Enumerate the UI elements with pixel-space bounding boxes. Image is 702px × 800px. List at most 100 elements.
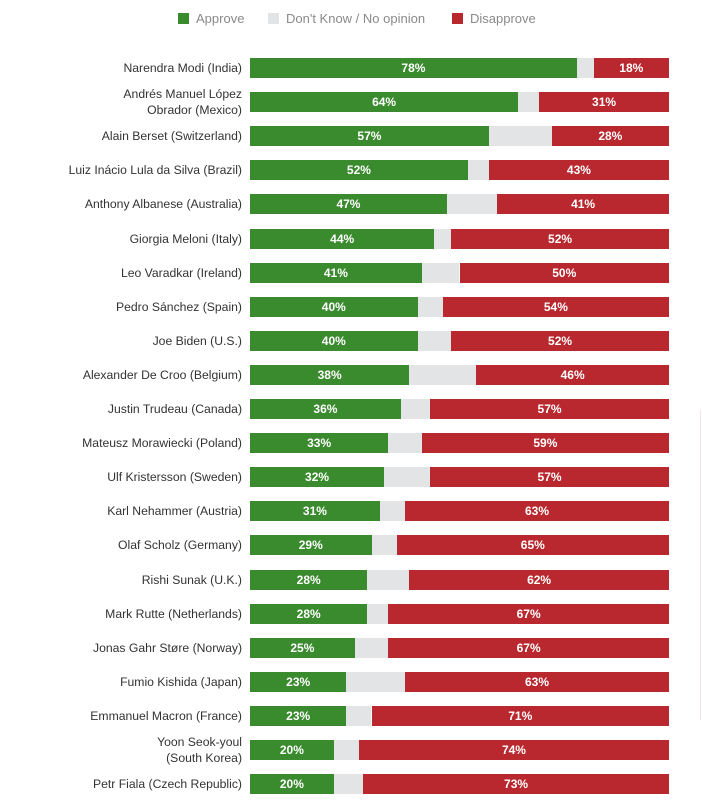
row-label-line: Andrés Manuel López — [123, 87, 242, 102]
value-label-approve: 33% — [307, 436, 332, 451]
bar-approve — [250, 126, 489, 147]
bar-disapprove — [388, 637, 669, 658]
value-label-disapprove: 67% — [516, 640, 541, 655]
value-label-disapprove: 46% — [560, 367, 585, 382]
bar-disapprove — [358, 740, 669, 760]
legend-label-dont-know: Don't Know / No opinion — [286, 10, 426, 26]
row-label: Alain Berset (Switzerland) — [12, 128, 242, 144]
legend-swatch-disapprove — [452, 12, 463, 24]
value-label-approve: 57% — [357, 129, 382, 144]
legend-swatch-dont-know — [268, 12, 279, 24]
bar-approve — [250, 160, 468, 181]
row-label: Ulf Kristersson (Sweden) — [12, 469, 242, 485]
value-label-approve: 29% — [298, 538, 323, 553]
bar-disapprove — [539, 92, 669, 113]
bar-dont-know — [388, 433, 422, 454]
value-label-disapprove: 41% — [571, 197, 596, 212]
row-label: Luiz Inácio Lula da Silva (Brazil) — [12, 162, 242, 178]
bar-dont-know — [467, 160, 489, 181]
bar-dont-know — [371, 535, 397, 556]
row-label-line: Giorgia Meloni (Italy) — [129, 231, 242, 246]
bar-dont-know — [333, 740, 359, 760]
row-label: Mark Rutte (Netherlands) — [12, 606, 242, 622]
bar-approve — [250, 637, 355, 658]
value-label-approve: 38% — [317, 367, 342, 382]
bar-approve — [250, 194, 447, 215]
value-label-disapprove: 43% — [566, 163, 591, 178]
legend-item-dont-know: Don't Know / No opinion — [268, 9, 425, 27]
row-label-line: Mateusz Morawiecki (Poland) — [82, 436, 242, 451]
row-label: Justin Trudeau (Canada) — [12, 401, 242, 417]
bar-dont-know — [379, 501, 405, 522]
value-label-disapprove: 71% — [508, 708, 533, 723]
bar-dont-know — [434, 228, 452, 249]
row-label-line: Rishi Sunak (U.K.) — [141, 572, 242, 587]
bar-approve — [250, 296, 418, 317]
value-label-disapprove: 62% — [527, 572, 552, 587]
value-label-approve: 25% — [290, 640, 315, 655]
bar-dont-know — [409, 364, 477, 385]
row-label-line: Emmanuel Macron (France) — [90, 708, 242, 723]
bar-disapprove — [363, 774, 669, 795]
bar-dont-know — [384, 467, 431, 488]
row-label-line: (South Korea) — [166, 751, 242, 765]
bar-dont-know — [333, 774, 364, 795]
legend-label-approve: Approve — [196, 10, 245, 26]
row-label: Yoon Seok-youl (South Korea) — [12, 734, 242, 766]
value-label-approve: 32% — [305, 470, 330, 485]
value-label-approve: 28% — [296, 606, 321, 621]
legend-item-disapprove: Disapprove — [452, 9, 536, 27]
bar-approve — [250, 364, 410, 385]
bar-dont-know — [417, 330, 452, 351]
bar-approve — [250, 467, 385, 488]
bar-dont-know — [518, 92, 540, 113]
bar-disapprove — [593, 58, 669, 78]
row-label: Narendra Modi (India) — [12, 60, 242, 76]
row-label-line: Petr Fiala (Czech Republic) — [92, 777, 242, 792]
bar-disapprove — [409, 569, 669, 590]
bar-disapprove — [388, 603, 669, 624]
row-label-line: Jonas Gahr Støre (Norway) — [93, 640, 242, 655]
value-label-approve: 44% — [330, 231, 355, 246]
bar-approve — [250, 774, 334, 795]
bar-approve — [250, 330, 418, 351]
row-label: Giorgia Meloni (Italy) — [12, 231, 242, 247]
bar-dont-know — [354, 637, 389, 658]
row-label: Rishi Sunak (U.K.) — [12, 572, 242, 588]
row-label: Leo Varadkar (Ireland) — [12, 265, 242, 281]
value-label-approve: 28% — [296, 572, 321, 587]
row-label: Karl Nehammer (Austria) — [12, 503, 242, 519]
value-label-disapprove: 50% — [552, 265, 577, 280]
value-label-disapprove: 57% — [537, 470, 562, 485]
value-label-disapprove: 52% — [548, 231, 573, 246]
bar-approve — [250, 92, 519, 113]
row-label: Anthony Albanese (Australia) — [12, 196, 242, 212]
value-label-disapprove: 73% — [504, 777, 529, 792]
bar-disapprove — [476, 364, 669, 385]
bar-approve — [250, 569, 368, 590]
row-label-line: Leo Varadkar (Ireland) — [120, 265, 242, 280]
bar-disapprove — [488, 160, 669, 181]
row-label: Fumio Kishida (Japan) — [12, 674, 242, 690]
row-label-line: Obrador (Mexico) — [147, 103, 242, 118]
row-label: Jonas Gahr Støre (Norway) — [12, 640, 242, 656]
value-label-disapprove: 18% — [619, 61, 644, 75]
bar-disapprove — [421, 433, 669, 454]
row-label-line: Joe Biden (U.S.) — [152, 333, 242, 348]
row-label-line: Pedro Sánchez (Spain) — [115, 299, 242, 314]
row-label: Mateusz Morawiecki (Poland) — [12, 435, 242, 451]
row-label-line: Mark Rutte (Netherlands) — [105, 606, 242, 621]
value-label-approve: 64% — [372, 95, 397, 110]
bar-approve — [250, 603, 368, 624]
row-label-line: Olaf Scholz (Germany) — [118, 538, 242, 553]
row-label-line: Narendra Modi (India) — [123, 61, 242, 75]
value-label-approve: 20% — [279, 743, 304, 757]
legend-item-approve: Approve — [178, 9, 244, 27]
bar-disapprove — [430, 467, 669, 488]
value-label-approve: 40% — [321, 299, 346, 314]
bar-dont-know — [417, 296, 443, 317]
row-label-line: Ulf Kristersson (Sweden) — [107, 470, 242, 485]
value-label-disapprove: 31% — [592, 95, 617, 110]
row-label: Petr Fiala (Czech Republic) — [12, 776, 242, 792]
